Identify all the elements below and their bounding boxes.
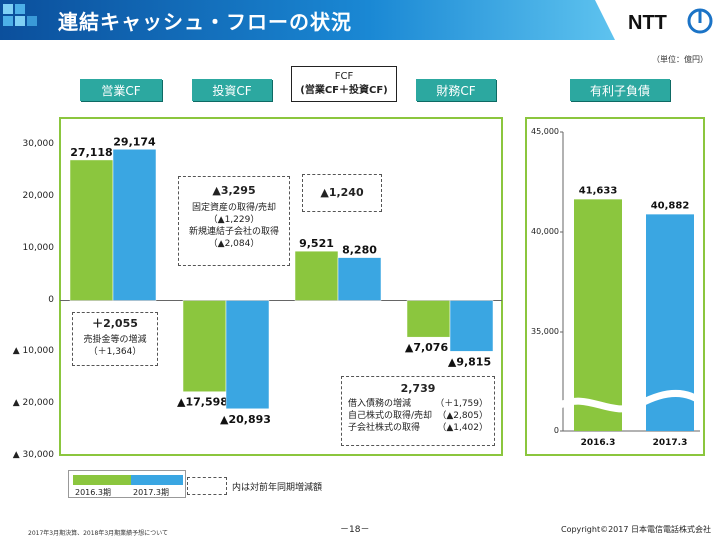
financing-note-row3: 子会社株式の取得 （▲1,402） [342, 422, 494, 434]
debt-y-tick-label: 45,000 [531, 127, 559, 136]
legend-swatch-2017 [131, 475, 183, 485]
financing-note-delta: 2,739 [400, 382, 436, 395]
data-label-2016-0: 27,118 [70, 146, 112, 159]
y-tick-label: ▲ 30,000 [12, 450, 54, 460]
financing-note-r3a: 子会社株式の取得 [348, 423, 421, 433]
financing-cf-label: 財務CF [416, 79, 496, 101]
data-label-2016-1: ▲17,598 [177, 396, 228, 409]
legend-note-text: 内は対前年同期増減額 [232, 483, 323, 493]
y-tick-label: 30,000 [22, 139, 55, 149]
data-label-2017-3: ▲9,815 [448, 355, 491, 368]
fcf-label: FCF (営業CF＋投資CF) [291, 66, 397, 102]
bar-2017-0 [112, 149, 157, 301]
y-tick-label: 0 [48, 294, 54, 305]
investing-note-line3: 新規連結子会社の取得 [188, 227, 279, 237]
investing-note-line4: （▲2,084） [208, 239, 260, 249]
data-label-2016-3: ▲7,076 [405, 341, 449, 354]
data-label-2017-2: 8,280 [342, 244, 377, 257]
operating-note-line1: 売掛金等の増減 [83, 335, 147, 345]
financing-note-r2a: 自己株式の取得/売却 [348, 411, 433, 421]
legend: 2016.3期 2017.3期 [68, 470, 186, 498]
bar-2016-2 [294, 250, 339, 301]
fcf-label-line1: FCF [334, 71, 354, 82]
financing-note-r3b: （▲1,402） [437, 423, 488, 433]
legend-swatches [73, 475, 183, 485]
legend-label-2016: 2016.3期 [75, 488, 111, 497]
bar-2016-3 [406, 300, 451, 338]
data-label-2017-1: ▲20,893 [220, 413, 271, 426]
financing-note-r1a: 借入債務の増減 [348, 399, 412, 409]
data-label-2016-2: 9,521 [299, 237, 334, 250]
debt-data-label: 41,633 [579, 185, 618, 196]
data-label-2017-0: 29,174 [113, 135, 156, 148]
legend-note-box [187, 477, 227, 495]
debt-category-label: 2017.3 [653, 438, 688, 448]
operating-note-line2: （＋1,364） [88, 347, 142, 357]
financing-note: 2,739 借入債務の増減 （＋1,759） 自己株式の取得/売却 （▲2,805）… [341, 376, 495, 446]
logo-text: NTT [628, 12, 667, 34]
bar-2016-0 [69, 159, 114, 301]
y-tick-label: 10,000 [22, 242, 55, 253]
ntt-logo: NTT [628, 6, 714, 36]
legend-label-2017: 2017.3期 [133, 488, 169, 497]
investing-note-line1: 固定資産の取得/売却 [191, 203, 277, 213]
page-number: －18－ [340, 525, 370, 535]
legend-swatch-2016 [73, 475, 131, 485]
debt-bar-2016.3 [574, 199, 622, 431]
operating-note: ＋2,055 売掛金等の増減 （＋1,364） [72, 312, 158, 366]
bar-2017-1 [225, 300, 270, 410]
axis-break-wave [556, 389, 707, 413]
footer-left: 2017年3月期決算、2018年3月期業績予想について [28, 530, 168, 537]
debt-label: 有利子負債 [570, 79, 670, 101]
bar-2017-3 [449, 300, 494, 352]
fcf-label-line2: (営業CF＋投資CF) [300, 85, 388, 96]
operating-cf-label: 営業CF [80, 79, 162, 101]
financing-note-row2: 自己株式の取得/売却 （▲2,805） [342, 410, 494, 422]
debt-data-label: 40,882 [651, 200, 690, 211]
y-tick-label: ▲ 20,000 [12, 398, 54, 409]
bar-2016-1 [182, 300, 227, 392]
fcf-note: ▲1,240 [302, 174, 382, 212]
page-title: 連結キャッシュ・フローの状況 [58, 10, 352, 34]
y-tick-label: ▲ 10,000 [12, 346, 54, 357]
title-banner [0, 0, 615, 40]
financing-note-r1b: （＋1,759） [435, 399, 488, 409]
unit-label: （単位：億円） [652, 55, 708, 64]
debt-category-label: 2016.3 [581, 438, 616, 448]
investing-note: ▲3,295 固定資産の取得/売却 （▲1,229） 新規連結子会社の取得 （▲… [178, 176, 290, 266]
investing-cf-label: 投資CF [192, 79, 272, 101]
financing-note-r2b: （▲2,805） [437, 411, 488, 421]
bar-2017-2 [337, 257, 382, 301]
debt-y-tick-label: 0 [553, 426, 559, 435]
y-tick-label: 20,000 [22, 190, 55, 201]
operating-note-delta: ＋2,055 [92, 317, 138, 330]
copyright: Copyright©2017 日本電信電話株式会社 [561, 525, 711, 534]
fcf-note-delta: ▲1,240 [320, 186, 364, 199]
investing-note-delta: ▲3,295 [212, 184, 256, 197]
debt-y-tick-label: 35,000 [531, 327, 559, 336]
financing-note-row1: 借入債務の増減 （＋1,759） [342, 398, 494, 410]
debt-chart-panel [525, 117, 705, 456]
investing-note-line2: （▲1,229） [208, 215, 260, 225]
cf-chart-panel [59, 117, 503, 456]
debt-y-tick-label: 40,000 [531, 227, 559, 236]
